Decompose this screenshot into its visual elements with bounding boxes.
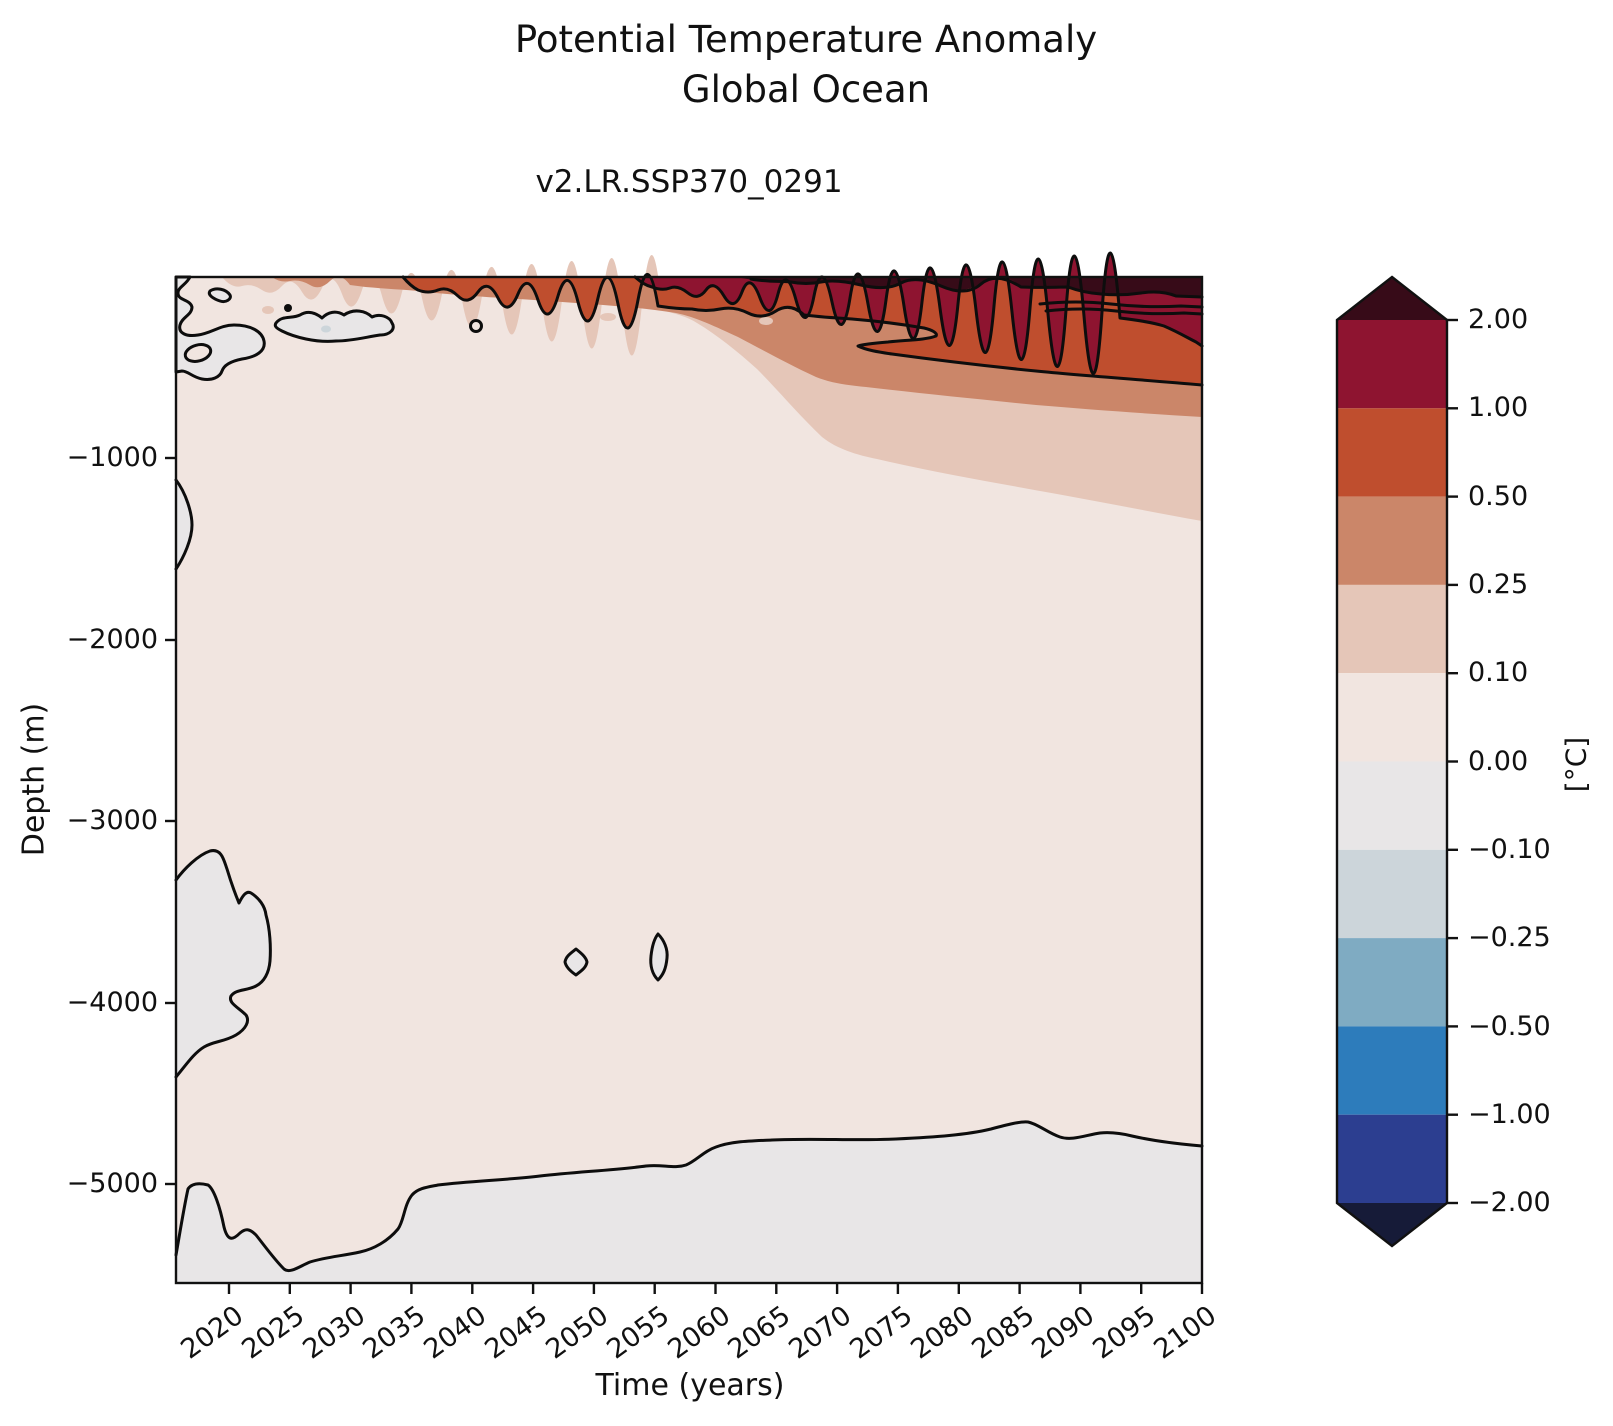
x-axis-label: Time (years) [595, 1368, 785, 1403]
cbar-tick-label: 2.00 [1468, 304, 1529, 335]
cbar-seg-0.5-1 [1337, 408, 1447, 497]
cbar-units-label: [°C] [1559, 736, 1593, 793]
cbar-seg--0.5--0.25 [1337, 938, 1447, 1027]
gray-arc-left-edge [176, 480, 192, 569]
contour-plot-svg [165, 251, 1204, 1294]
cbar-tick-label: −1.00 [1468, 1099, 1551, 1130]
cbar-seg--0.25--0.1 [1337, 849, 1447, 939]
pale-speck-2 [600, 313, 616, 321]
gray-ring-hole [183, 343, 213, 363]
axes-subtitle: v2.LR.SSP370_0291 [535, 164, 843, 200]
figure-title-line1: Potential Temperature Anomaly [514, 18, 1098, 61]
gray-region-bottom [176, 1121, 1202, 1283]
colorbar [1330, 270, 1490, 1260]
zero-contour-arc [174, 478, 194, 571]
cbar-seg-1-2 [1337, 320, 1447, 409]
y-tick-label: −3000 [66, 805, 158, 836]
gray-blob-topleft-hook [207, 287, 232, 303]
cbar-tick-label: 0.00 [1468, 746, 1529, 777]
cbar-tick-label: −0.10 [1468, 834, 1551, 865]
cbar-seg-0-0.1 [1337, 673, 1447, 762]
x-tick-marks [227, 1283, 1204, 1294]
cbar-tick-label: −0.25 [1468, 922, 1551, 953]
contour-line-2.0b [1038, 300, 1204, 309]
contour-line-1.0 [633, 251, 1204, 375]
cbar-tick-label: 0.25 [1468, 569, 1529, 600]
band-0.5-to-1 [403, 273, 1202, 384]
zero-contour-bottom [174, 1120, 1204, 1273]
cool-speck-in-blob [321, 325, 331, 333]
contour-plot [165, 251, 1204, 1294]
cbar-seg--0.1-0 [1337, 761, 1447, 850]
gray-blob-elongated [273, 309, 395, 343]
cbar-tick-label: 1.00 [1468, 392, 1529, 423]
figure-title-line2: Global Ocean [681, 68, 931, 111]
cbar-tick-label: 0.10 [1468, 657, 1529, 688]
gray-diamond-tall [649, 932, 669, 982]
zero-contour-ring [469, 319, 483, 333]
cbar-seg-0.25-0.5 [1337, 496, 1447, 585]
y-tick-label: −4000 [66, 987, 158, 1018]
cbar-seg--2--1 [1337, 1114, 1447, 1203]
cbar-extend-under [1337, 1203, 1447, 1246]
y-tick-label: −5000 [66, 1168, 158, 1199]
cbar-tick-label: −2.00 [1468, 1187, 1551, 1218]
cbar-seg-0.1-0.25 [1337, 584, 1447, 674]
pale-speck-1 [262, 306, 274, 314]
zero-contour-dot [284, 304, 292, 312]
axes-spines [174, 275, 1204, 1285]
contour-line-0.5 [401, 273, 1204, 387]
gray-diamond-small [563, 947, 589, 977]
zero-contour-left-middle [174, 849, 272, 1079]
cbar-tick-label: 0.50 [1468, 481, 1529, 512]
y-tick-marks [165, 456, 176, 1186]
contour-line-2.0 [749, 276, 1204, 299]
y-tick-label: −2000 [66, 624, 158, 655]
cbar-tick-marks [1447, 318, 1458, 1205]
cbar-tick-label: −0.50 [1468, 1011, 1551, 1042]
cbar-extend-over [1337, 277, 1447, 320]
y-axis-label: Depth (m) [16, 702, 52, 857]
contour-line-2.0c [1044, 307, 1204, 316]
y-tick-label: −1000 [66, 442, 158, 473]
cbar-seg--1--0.5 [1337, 1026, 1447, 1115]
pale-speck-3 [759, 317, 773, 325]
colorbar-svg [1335, 275, 1458, 1248]
